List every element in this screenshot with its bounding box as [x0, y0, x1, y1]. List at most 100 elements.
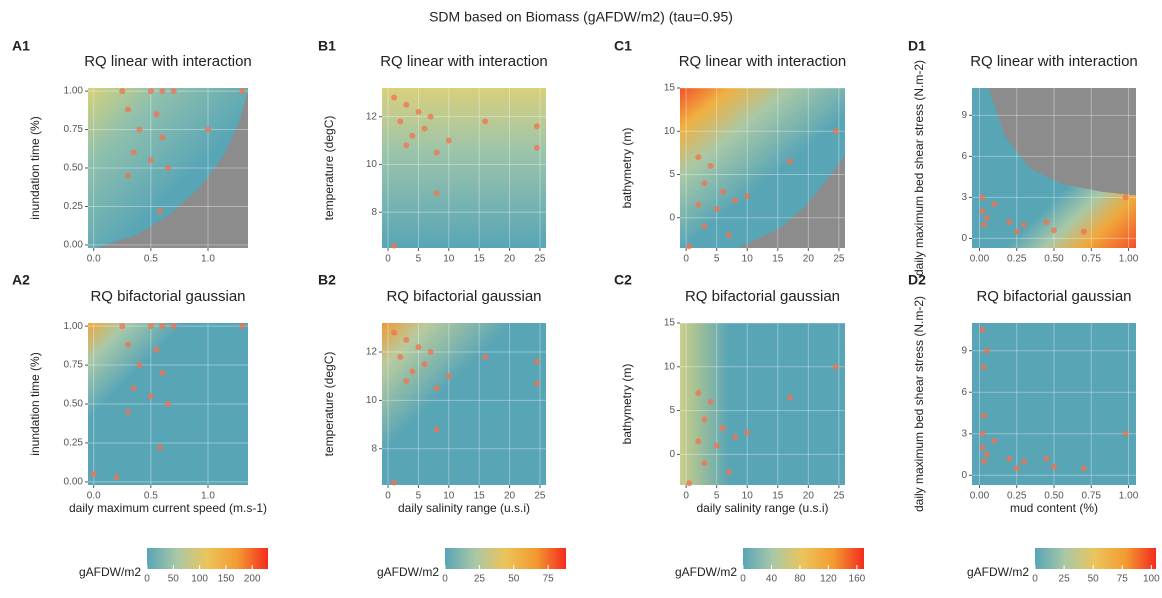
data-point: [713, 442, 720, 449]
y-tick-label: 0.25: [64, 438, 84, 449]
y-tick-label: 1.00: [64, 321, 84, 332]
prediction-surface: [680, 323, 845, 485]
data-point: [1006, 455, 1013, 462]
data-point: [159, 369, 166, 376]
y-tick-label: 0: [961, 233, 967, 244]
y-tick-label: 0: [961, 470, 967, 481]
y-tick-label: 3: [961, 192, 967, 203]
colorbar-tick-label: 80: [794, 574, 806, 585]
colorbar: [147, 548, 268, 569]
x-tick-label: 0.5: [144, 254, 158, 265]
out-of-range-area: [737, 155, 845, 248]
data-point: [119, 323, 126, 330]
data-point: [159, 134, 166, 141]
data-point: [239, 323, 246, 330]
data-point: [787, 158, 793, 165]
data-point: [119, 88, 126, 95]
data-point: [744, 429, 751, 436]
data-point: [533, 380, 540, 387]
data-point: [991, 437, 998, 444]
x-tick-label: 15: [474, 254, 486, 265]
y-axis-label: bathymetry (m): [620, 364, 634, 445]
data-point: [695, 201, 702, 208]
data-point: [686, 480, 693, 487]
colorbar-tick-label: 25: [474, 574, 486, 585]
x-axis-label: daily maximum current speed (m.s-1): [69, 501, 267, 515]
x-tick-label: 0.50: [1044, 254, 1064, 265]
x-tick-label: 5: [416, 491, 422, 502]
y-axis-label: inundation time (%): [28, 352, 42, 455]
data-point: [980, 458, 987, 465]
y-tick-label: 0.75: [64, 124, 84, 135]
data-point: [170, 88, 177, 95]
x-tick-label: 5: [416, 254, 422, 265]
panel-title: RQ linear with interaction: [970, 53, 1138, 70]
out-of-range-area: [988, 88, 1136, 196]
colorbar-tick-label: 100: [191, 574, 208, 585]
data-point: [421, 125, 428, 132]
data-point: [136, 126, 143, 133]
data-point: [433, 149, 440, 156]
data-point: [707, 162, 714, 169]
x-tick-label: 0.50: [1044, 491, 1064, 502]
data-point: [1021, 221, 1028, 228]
x-tick-label: 1.0: [201, 491, 215, 502]
x-tick-label: 20: [504, 254, 516, 265]
data-point: [113, 474, 120, 481]
colorbar: [445, 548, 566, 569]
data-point: [533, 144, 540, 151]
data-point: [979, 430, 986, 437]
colorbar-tick-label: 160: [849, 574, 866, 585]
data-point: [1080, 465, 1087, 472]
colorbar-tick-label: 0: [442, 574, 448, 585]
x-tick-label: 1.0: [201, 254, 215, 265]
data-point: [125, 106, 131, 113]
x-axis-label: daily salinity range (u.s.i): [696, 501, 828, 515]
colorbar-label: gAFDW/m2: [967, 565, 1029, 579]
data-point: [165, 165, 171, 171]
data-point: [403, 336, 410, 343]
data-point: [125, 341, 131, 348]
colorbar-tick-label: 150: [218, 574, 235, 585]
data-point: [433, 385, 440, 392]
y-tick-label: 9: [961, 110, 967, 121]
data-point: [686, 243, 693, 250]
y-tick-label: 10: [664, 361, 676, 372]
data-point: [980, 412, 987, 419]
data-point: [1013, 228, 1020, 235]
data-point: [983, 451, 990, 458]
data-point: [445, 373, 452, 380]
data-point: [732, 433, 738, 440]
data-point: [482, 118, 489, 125]
x-tick-label: 25: [833, 254, 845, 265]
data-point: [979, 208, 986, 215]
data-point: [1043, 455, 1050, 462]
y-tick-label: 5: [669, 169, 675, 180]
data-point: [979, 326, 986, 333]
data-point: [701, 223, 708, 230]
x-tick-label: 20: [803, 254, 815, 265]
y-tick-label: 0.50: [64, 163, 84, 174]
panel-label: B2: [318, 272, 336, 288]
panel-label: C2: [614, 272, 632, 288]
colorbar-tick-label: 75: [1117, 574, 1129, 585]
data-point: [409, 132, 416, 139]
data-point: [409, 368, 416, 375]
data-point: [1051, 464, 1057, 470]
x-tick-label: 1.00: [1119, 254, 1139, 265]
colorbar-label: gAFDW/m2: [79, 565, 141, 579]
colorbar-tick-label: 75: [543, 574, 555, 585]
colorbar-tick-label: 0: [144, 574, 150, 585]
data-point: [533, 358, 540, 365]
data-point: [832, 128, 839, 135]
x-tick-label: 25: [833, 491, 845, 502]
data-point: [125, 408, 131, 415]
panel-title: RQ linear with interaction: [679, 53, 847, 70]
y-axis-label: inundation time (%): [28, 116, 42, 219]
y-tick-label: 6: [961, 151, 967, 162]
y-tick-label: 8: [371, 207, 377, 218]
colorbar-tick-label: 0: [1032, 574, 1038, 585]
x-tick-label: 0.00: [970, 491, 990, 502]
y-axis-label: temperature (degC): [322, 352, 336, 457]
